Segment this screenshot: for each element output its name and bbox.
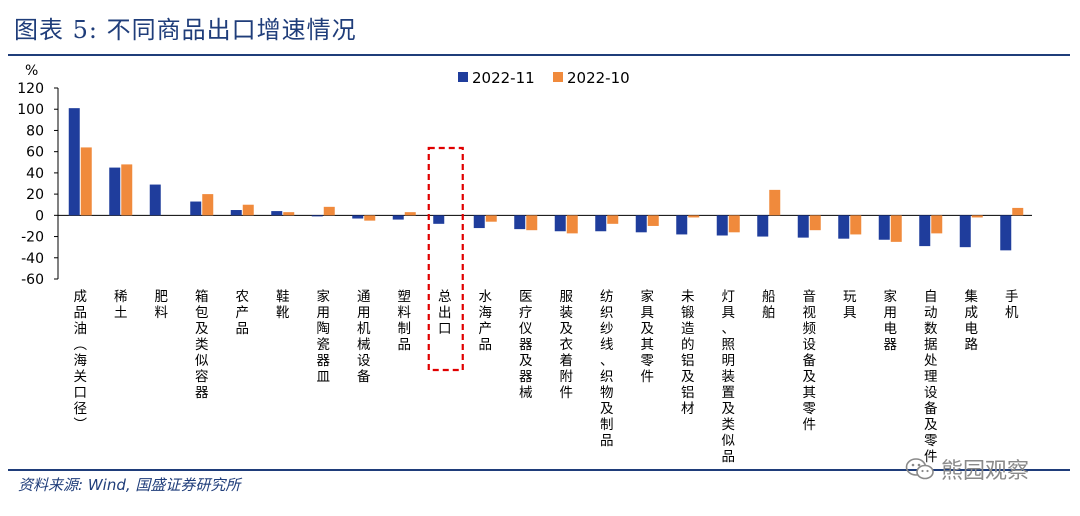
y-axis: 120 100 80 60 40 20 0 -20 -40 -60	[17, 81, 1032, 288]
bar-2022-11	[595, 215, 607, 232]
x-tick-label: 稀土	[114, 289, 128, 321]
y-tick-label: 40	[26, 166, 44, 182]
title-divider	[8, 54, 1070, 56]
bar-2022-10	[809, 215, 821, 231]
bar-2022-11	[959, 215, 971, 248]
bar-2022-10	[769, 189, 781, 216]
x-tick-label: 服装及衣着附件	[560, 289, 574, 401]
x-tick-label: 集成电路	[965, 289, 979, 353]
x-tick-label: 船舶	[762, 289, 776, 321]
legend-swatch	[458, 72, 468, 82]
bar-2022-11	[514, 215, 526, 230]
bar-2022-10	[80, 147, 92, 216]
bar-2022-10	[688, 215, 700, 218]
x-tick-label: 塑料制品	[398, 289, 412, 353]
y-tick-label: 20	[26, 187, 44, 203]
bar-2022-11	[757, 215, 769, 237]
bar-2022-11	[797, 215, 809, 238]
bar-chart: % 2022-11 2022-10 120 100 80 60 40 20 0 -20 -40 -6…	[17, 63, 1032, 465]
x-tick-label: 肥料	[155, 289, 169, 321]
bar-2022-10	[890, 215, 902, 242]
bar-2022-10	[850, 215, 862, 235]
bar-2022-11	[311, 215, 323, 217]
x-tick-label: 总出口	[438, 289, 452, 337]
bar-2022-11	[68, 108, 80, 216]
bar-2022-10	[566, 215, 578, 234]
x-tick-label: 通用机械设备	[357, 289, 371, 385]
bar-2022-10	[121, 164, 133, 216]
x-tick-label: 医疗仪器及器械	[519, 289, 533, 401]
legend-label: 2022-10	[567, 69, 630, 87]
watermark-text: 熊园观察	[941, 459, 1030, 484]
bar-2022-11	[190, 201, 202, 216]
bar-2022-11	[635, 215, 647, 233]
watermark: 熊园观察	[905, 453, 1029, 485]
y-tick-label: 100	[17, 102, 44, 118]
bar-2022-11	[433, 215, 445, 224]
bar-2022-11	[878, 215, 890, 240]
bar-2022-10	[202, 194, 214, 216]
x-tick-label: 水海产品	[479, 289, 493, 353]
x-tick-label: 玩具	[843, 289, 857, 321]
bar-2022-10	[971, 215, 983, 218]
highlight-box	[427, 146, 464, 372]
footer-divider	[8, 469, 1070, 471]
y-tick-label: -20	[21, 230, 44, 246]
legend: 2022-11 2022-10	[458, 69, 630, 87]
x-tick-label: 箱包及类似容器	[195, 289, 209, 401]
y-tick-label: 60	[26, 145, 44, 161]
bar-2022-10	[404, 212, 416, 216]
y-tick-label: 80	[26, 123, 44, 139]
bar-2022-11	[271, 211, 283, 216]
x-tick-label: 纺织纱线、织物及制品	[600, 289, 614, 449]
bar-2022-11	[919, 215, 931, 247]
wechat-icon	[905, 458, 934, 480]
bar-2022-11	[838, 215, 850, 239]
bar-2022-11	[716, 215, 728, 236]
bar-2022-11	[1000, 215, 1012, 251]
bar-2022-10	[323, 206, 335, 216]
x-tick-label: 音视频设备及其零件	[803, 288, 817, 433]
bar-2022-11	[352, 215, 364, 219]
highlight-rect	[427, 146, 464, 372]
bar-2022-11	[392, 215, 404, 220]
bar-2022-10	[242, 204, 254, 216]
bar-2022-10	[607, 215, 619, 224]
bar-series	[68, 108, 1024, 251]
bar-2022-10	[364, 215, 376, 221]
bar-2022-11	[676, 215, 688, 235]
legend-label: 2022-11	[472, 69, 535, 87]
y-tick-label: 0	[35, 208, 44, 224]
x-tick-label: 自动数据处理设备及零件	[924, 289, 938, 465]
bar-2022-10	[931, 215, 943, 234]
x-tick-label: 家用陶瓷器皿	[317, 288, 331, 385]
bar-2022-10	[283, 212, 295, 216]
y-tick-label: -60	[21, 272, 44, 288]
bar-2022-10	[647, 215, 659, 226]
bar-2022-11	[230, 210, 242, 216]
x-tick-label: 手机	[1005, 289, 1019, 321]
page-title: 图表 5: 不同商品出口增速情况	[14, 16, 357, 44]
x-tick-label: 家用电器	[884, 288, 898, 353]
x-tick-label: 鞋靴	[276, 289, 290, 321]
x-tick-label: 灯具、照明装置及类似品	[722, 289, 736, 465]
legend-swatch	[553, 72, 563, 82]
x-tick-label: 农产品	[236, 289, 250, 337]
x-tick-label: 家具及其零件	[641, 288, 655, 385]
bar-2022-10	[1012, 207, 1024, 216]
bar-2022-10	[728, 215, 740, 233]
bar-2022-11	[109, 167, 121, 216]
bar-2022-11	[473, 215, 485, 229]
y-tick-label: -40	[21, 251, 44, 267]
y-axis-label: %	[25, 63, 38, 79]
bar-2022-10	[526, 215, 538, 231]
y-tick-label: 120	[17, 81, 44, 97]
bar-2022-10	[485, 215, 497, 222]
bar-2022-11	[554, 215, 566, 232]
source-note: 资料来源: Wind, 国盛证券研究所	[18, 476, 241, 494]
bar-2022-11	[149, 184, 161, 216]
x-tick-label: 成品油︵海关口径︶	[74, 289, 88, 433]
x-tick-label: 未锻造的铝及铝材	[681, 289, 695, 417]
